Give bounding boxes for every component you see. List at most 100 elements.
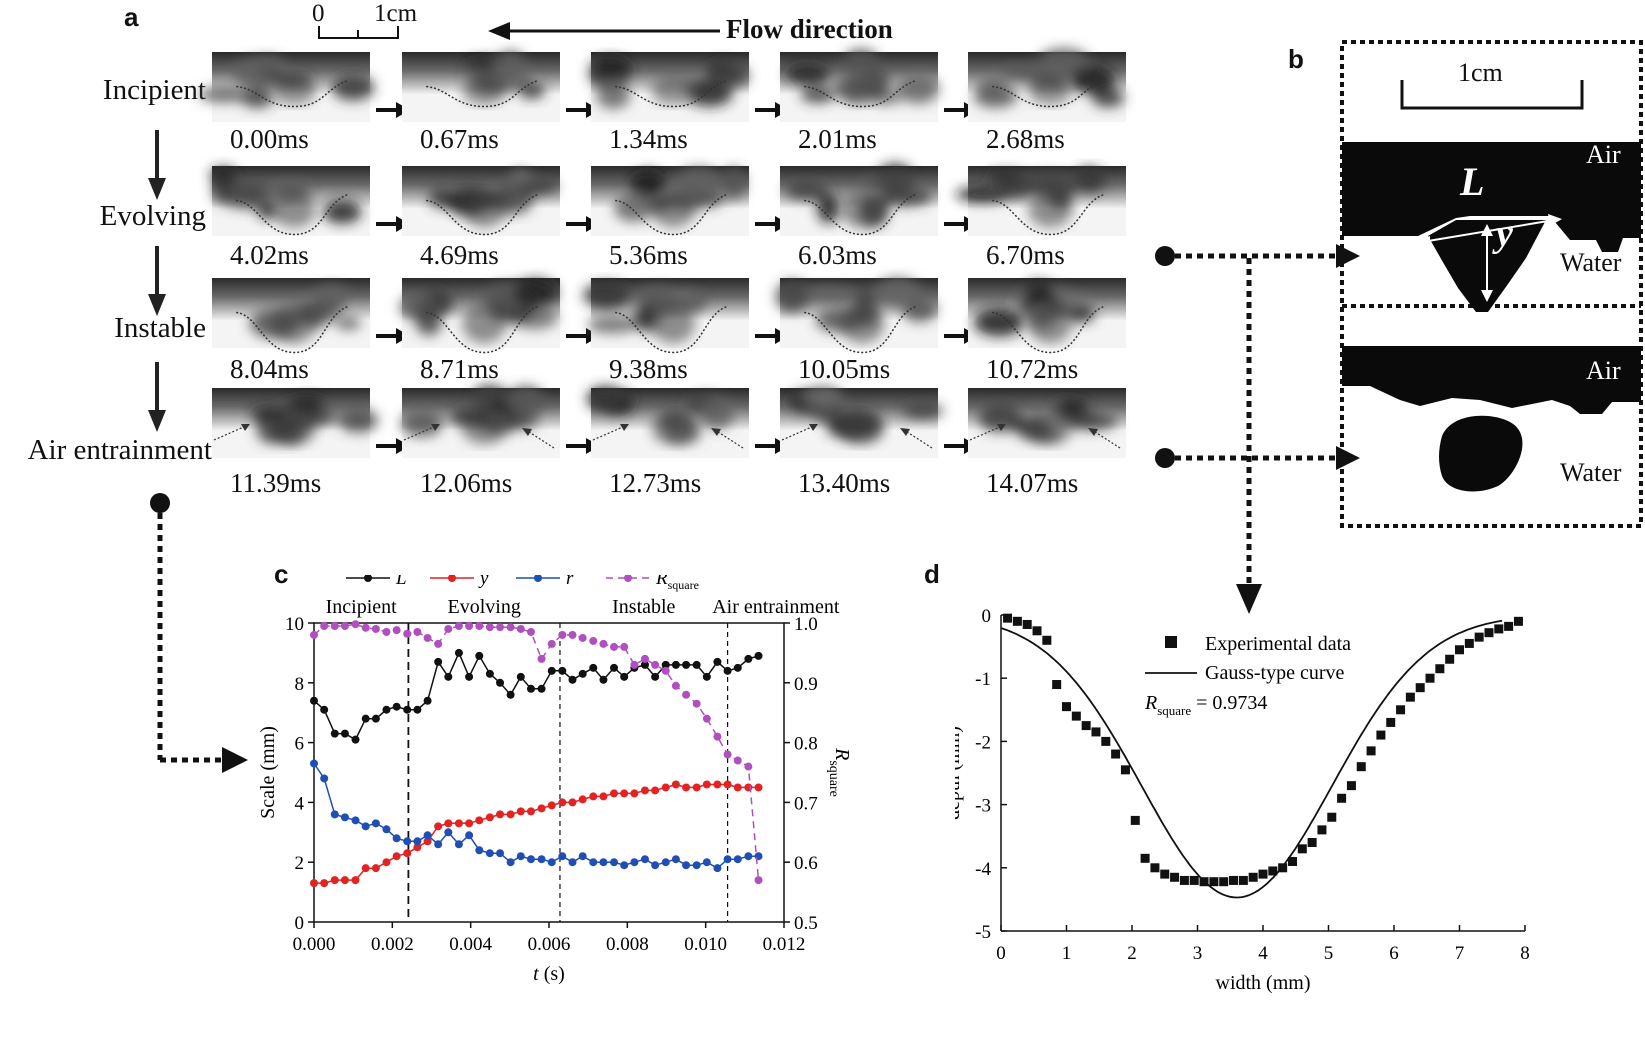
panel-b-scale-label: 1cm [1458,58,1503,87]
chart-c-point [392,626,401,635]
chart-d-point [1435,664,1445,674]
frame-image [775,277,938,354]
chart-c-point [547,801,556,810]
chart-c-legend-label: r [566,575,574,589]
chart-d-point [1425,673,1435,683]
chart-c-point [371,864,380,873]
chart-c-point [599,639,608,648]
chart-c-point [578,852,587,861]
chart-c-point [444,672,453,681]
chart-c-point [589,858,598,867]
chart-c-point [713,864,722,873]
chart-c-series-line [314,783,759,884]
chart-c-point [568,858,577,867]
chart-c-point [506,858,515,867]
frame-image [212,388,378,458]
chart-d-xtick-label: 3 [1193,943,1203,964]
chart-d-point [1238,875,1248,885]
chart-c-point [423,633,432,642]
chart-c-point [568,630,577,639]
time-label: 6.03ms [798,240,877,270]
chart-c-point [310,759,318,768]
chart-c-point [371,714,380,723]
chart-c-point [620,789,629,798]
time-label: 8.71ms [420,354,499,384]
chart-c-point [733,663,742,672]
chart-c-point [599,792,608,801]
chart-c-point [537,804,546,813]
chart-c-point [351,620,360,629]
chart-d-point [1268,866,1278,876]
chart-c-point [485,849,494,858]
time-label: 13.40ms [798,468,891,498]
chart-c-point [578,633,587,642]
chart-c-point [506,810,515,819]
chart-c-point [485,669,494,678]
chart-d-point [1199,877,1209,887]
panel-b-letter: b [1288,44,1304,74]
chart-c-point [558,852,567,861]
chart-c-point [754,783,763,792]
chart-c-ytick-label: 6 [295,734,305,755]
chart-d-point [1101,736,1111,746]
chart-c-point [351,735,360,744]
chart-d-point [1455,645,1464,655]
chart-c-phase-label: Evolving [448,596,521,618]
chart-c-point [661,783,670,792]
chart-d-point [1209,877,1219,887]
chart-c-xtick-label: 0.000 [293,934,336,955]
chart-c-point [392,702,401,711]
chart-c-point [640,855,649,864]
chart-d-legend-marker [1165,636,1177,648]
chart-c-point [423,837,432,846]
chart-d-legend-curve-label: Gauss-type curve [1205,662,1345,684]
chart-d-point [1346,781,1356,791]
chart-c-point [413,843,422,852]
chart-c-point [723,750,732,759]
chart-c-point [589,792,598,801]
stage-label-evolving: Evolving [99,200,206,232]
chart-c-point [682,783,691,792]
chart-c-legend-marker [364,575,372,582]
chart-c-point [713,780,722,789]
frame-image [591,166,749,236]
chart-d-point [1405,692,1415,702]
chart-c-legend-label: Rsquare [655,575,699,592]
time-label: 4.02ms [230,240,309,270]
chart-c-point [682,660,691,669]
chart-d-point [1445,654,1455,664]
chart-c-xtick-label: 0.002 [371,934,414,955]
chart-c-ytick-label: 8 [295,674,305,695]
chart-d-point [1042,635,1052,645]
chart-c-point [682,690,691,699]
chart-d-point [1120,765,1130,775]
chart-c-point [568,798,577,807]
chart-c-point [620,672,629,681]
flow-direction-arrow [488,22,720,40]
chart-d-point [1229,875,1239,885]
chart-d-ytick-label: -4 [975,859,991,880]
chart-c-point [713,732,722,741]
chart-d-ytick-label: 0 [982,606,992,627]
chart-c-point [630,789,639,798]
chart-c-point [640,660,649,669]
chart-d-xtick-label: 0 [996,943,1006,964]
chart-d-point [1287,856,1297,866]
chart-c-point [692,783,701,792]
chart-d-xtick-label: 2 [1127,943,1137,964]
chart-d-point [1396,705,1406,715]
chart-c-point [465,621,474,630]
time-label: 10.05ms [798,354,891,384]
chart-c-point [651,786,660,795]
chart-d-xtick-label: 6 [1389,943,1399,964]
chart-c-point [465,672,474,681]
chart-d-xtick-label: 1 [1062,943,1072,964]
chart-c-ytick-label: 4 [295,793,305,814]
chart-c-point [558,630,567,639]
chart-c-y2label: Rsquare [826,747,853,797]
time-label: 11.39ms [230,468,322,498]
flow-direction-label: Flow direction [726,14,893,44]
chart-c-point [702,780,711,789]
chart-c-point [537,855,546,864]
chart-c-point [444,819,453,828]
